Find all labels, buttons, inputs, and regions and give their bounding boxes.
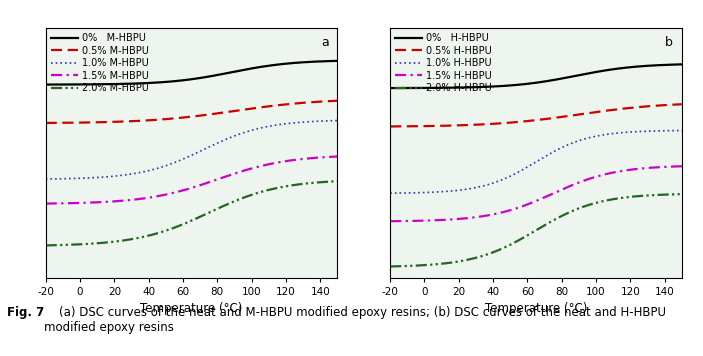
- Legend: 0%   M-HBPU, 0.5% M-HBPU, 1.0% M-HBPU, 1.5% M-HBPU, 2.0% M-HBPU: 0% M-HBPU, 0.5% M-HBPU, 1.0% M-HBPU, 1.5…: [49, 31, 150, 95]
- Text: b: b: [665, 36, 673, 49]
- Text: (a) DSC curves of the neat and M-HBPU modified epoxy resins; (b) DSC curves of t: (a) DSC curves of the neat and M-HBPU mo…: [44, 306, 666, 334]
- X-axis label: Temperature (°C): Temperature (°C): [485, 302, 587, 315]
- X-axis label: Temperature (°C): Temperature (°C): [141, 302, 243, 315]
- Legend: 0%   H-HBPU, 0.5% H-HBPU, 1.0% H-HBPU, 1.5% H-HBPU, 2.0% H-HBPU: 0% H-HBPU, 0.5% H-HBPU, 1.0% H-HBPU, 1.5…: [393, 31, 494, 95]
- Text: a: a: [321, 36, 329, 49]
- Text: Fig. 7: Fig. 7: [7, 306, 44, 319]
